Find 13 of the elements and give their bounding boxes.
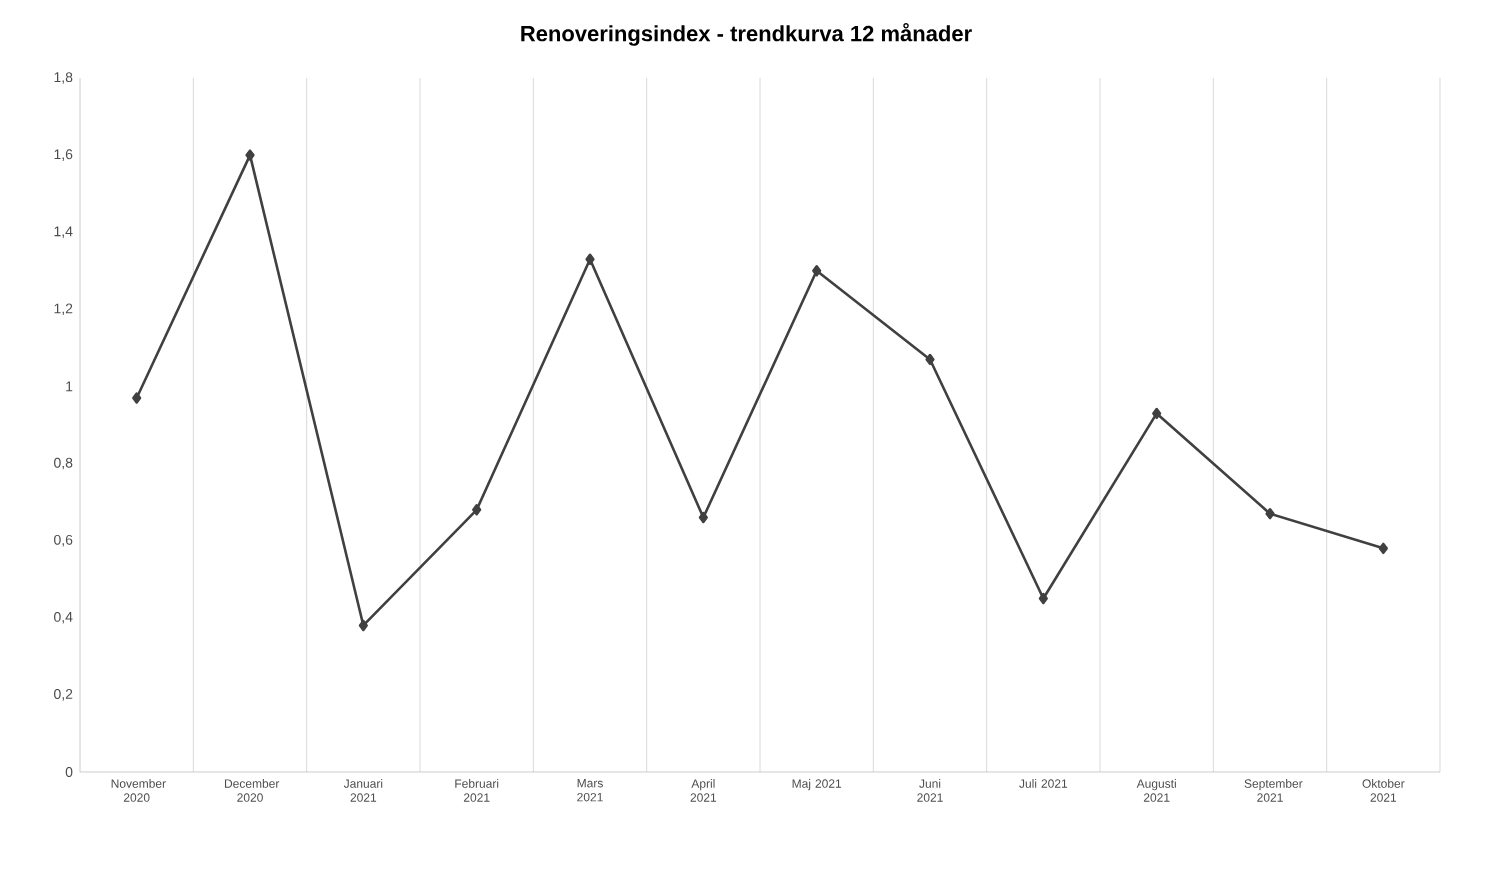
chart-title: Renoveringsindex - trendkurva 12 månader: [521, 23, 972, 46]
point: [132, 392, 142, 404]
point: [1378, 542, 1388, 555]
point: [358, 619, 368, 632]
point: [245, 149, 255, 161]
point: [1265, 507, 1275, 520]
point: [1038, 592, 1048, 605]
point: [1152, 407, 1162, 420]
point: [472, 504, 482, 516]
point: [698, 511, 708, 524]
point: [925, 353, 935, 366]
point: [812, 265, 822, 277]
point: [585, 253, 595, 265]
